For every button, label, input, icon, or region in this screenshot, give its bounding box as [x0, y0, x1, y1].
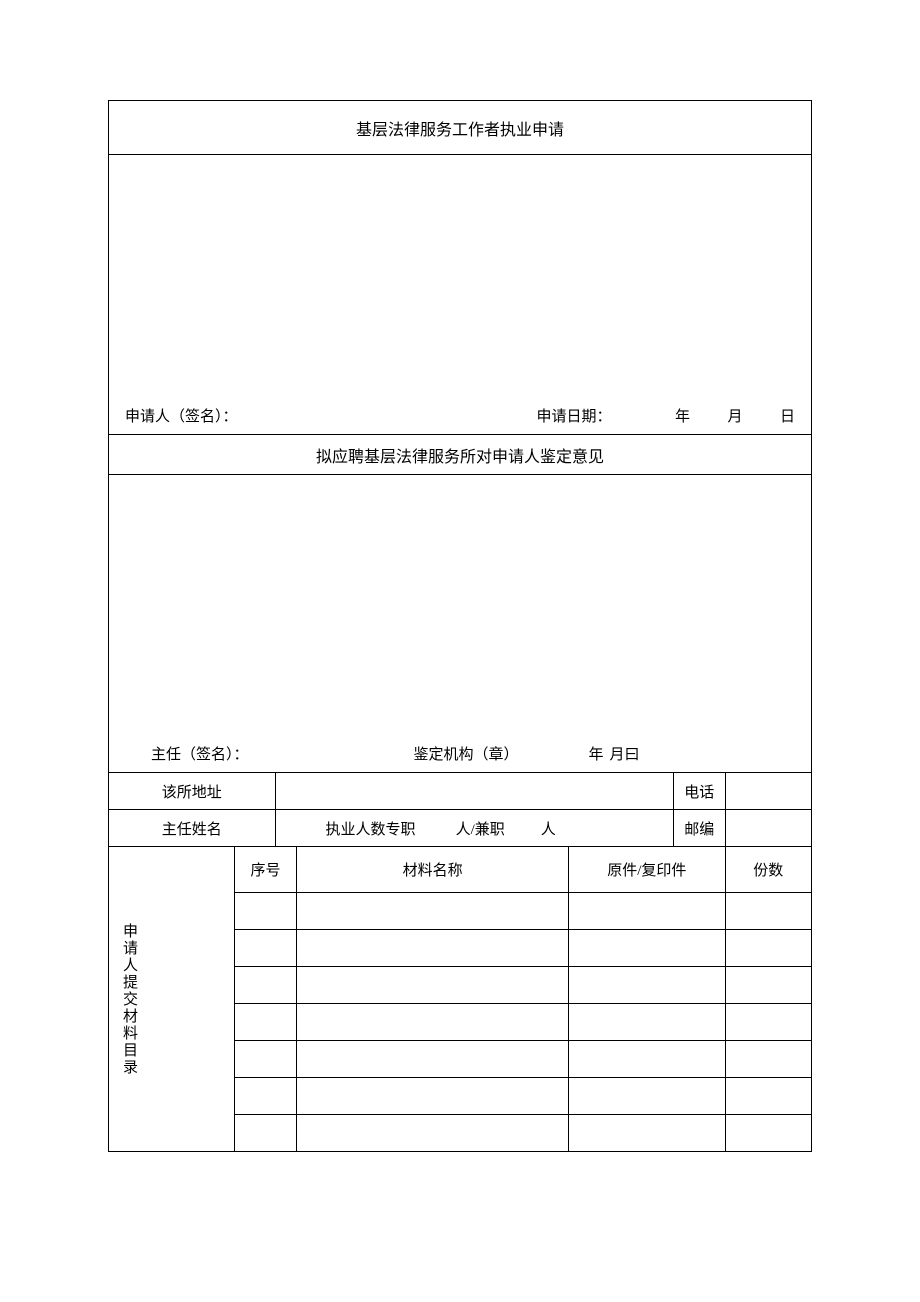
section2-header-row: 拟应聘基层法律服务所对申请人鉴定意见 [109, 435, 812, 475]
material-name[interactable] [297, 967, 569, 1004]
year-label: 年 [675, 409, 690, 425]
section1-body: 申请人（签名）： 申请日期： 年 月 日 [109, 155, 812, 435]
material-type[interactable] [569, 1004, 725, 1041]
material-name[interactable] [297, 1004, 569, 1041]
material-count[interactable] [725, 930, 811, 967]
application-form: 基层法律服务工作者执业申请 申请人（签名）： 申请日期： 年 月 日 拟应聘基层… [108, 100, 812, 1152]
material-type[interactable] [569, 1115, 725, 1152]
section1-body-row: 申请人（签名）： 申请日期： 年 月 日 [109, 155, 812, 435]
material-count[interactable] [725, 967, 811, 1004]
material-count[interactable] [725, 893, 811, 930]
material-seq[interactable] [235, 1004, 297, 1041]
address-label: 该所地址 [109, 773, 276, 810]
material-seq[interactable] [235, 967, 297, 1004]
director-signature-label: 主任（签名）： [151, 743, 249, 764]
section2-body-row: 主任（签名）： 鉴定机构（章） 年 月曰 [109, 475, 812, 773]
staff-end: 人 [541, 818, 556, 839]
month-label: 月 [727, 409, 742, 425]
postal-value[interactable] [725, 810, 811, 847]
date-label: 申请日期： [536, 409, 611, 425]
director-name-label: 主任姓名 [109, 810, 276, 847]
material-count[interactable] [725, 1115, 811, 1152]
materials-vertical-label: 申请人提交材料目录 [109, 923, 150, 1076]
section1-header-row: 基层法律服务工作者执业申请 [109, 101, 812, 155]
material-name[interactable] [297, 1115, 569, 1152]
application-date-line: 申请日期： 年 月 日 [536, 405, 795, 426]
col-name-header: 材料名称 [297, 847, 569, 893]
section2-body: 主任（签名）： 鉴定机构（章） 年 月曰 [109, 475, 812, 773]
postal-label: 邮编 [674, 810, 725, 847]
material-type[interactable] [569, 930, 725, 967]
material-name[interactable] [297, 930, 569, 967]
material-type[interactable] [569, 1041, 725, 1078]
material-seq[interactable] [235, 893, 297, 930]
staff-label: 执业人数专职 [326, 818, 416, 839]
address-row: 该所地址 电话 [109, 773, 812, 810]
materials-header-row: 申请人提交材料目录 序号 材料名称 原件/复印件 份数 [109, 847, 812, 893]
section1-title: 基层法律服务工作者执业申请 [109, 101, 812, 155]
staff-mid: 人/兼职 [456, 818, 505, 839]
address-value[interactable] [275, 773, 674, 810]
material-count[interactable] [725, 1078, 811, 1115]
applicant-signature-label: 申请人（签名）： [125, 405, 238, 426]
section2-signature-line: 主任（签名）： 鉴定机构（章） 年 月曰 [151, 743, 795, 764]
month-day-label: 月曰 [610, 743, 640, 764]
material-seq[interactable] [235, 930, 297, 967]
materials-vertical-label-cell: 申请人提交材料目录 [109, 847, 235, 1152]
material-name[interactable] [297, 1078, 569, 1115]
year-label-2: 年 [589, 743, 604, 764]
day-label: 日 [780, 409, 795, 425]
material-name[interactable] [297, 1041, 569, 1078]
material-type[interactable] [569, 967, 725, 1004]
director-row: 主任姓名 执业人数专职 人/兼职 人 邮编 [109, 810, 812, 847]
material-seq[interactable] [235, 1115, 297, 1152]
col-count-header: 份数 [725, 847, 811, 893]
material-type[interactable] [569, 893, 725, 930]
material-seq[interactable] [235, 1078, 297, 1115]
col-seq-header: 序号 [235, 847, 297, 893]
material-count[interactable] [725, 1004, 811, 1041]
material-name[interactable] [297, 893, 569, 930]
section1-signature-line: 申请人（签名）： 申请日期： 年 月 日 [125, 405, 795, 426]
org-seal-label: 鉴定机构（章） [414, 743, 519, 764]
section2-title: 拟应聘基层法律服务所对申请人鉴定意见 [109, 435, 812, 475]
phone-label: 电话 [674, 773, 725, 810]
material-count[interactable] [725, 1041, 811, 1078]
col-type-header: 原件/复印件 [569, 847, 725, 893]
material-type[interactable] [569, 1078, 725, 1115]
material-seq[interactable] [235, 1041, 297, 1078]
staff-cell: 执业人数专职 人/兼职 人 [275, 810, 674, 847]
phone-value[interactable] [725, 773, 811, 810]
